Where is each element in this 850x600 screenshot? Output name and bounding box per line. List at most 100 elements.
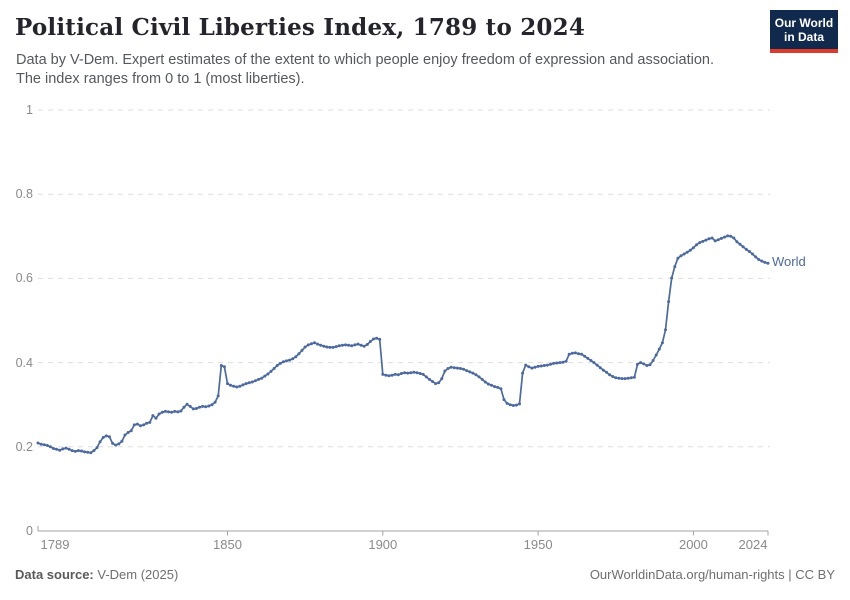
data-point-marker xyxy=(238,384,242,388)
data-point-marker xyxy=(89,451,93,455)
data-point-marker xyxy=(160,410,164,414)
data-point-marker xyxy=(446,367,450,370)
data-point-marker xyxy=(257,377,261,381)
data-point-marker xyxy=(558,361,562,365)
data-point-marker xyxy=(716,238,720,242)
data-point-marker xyxy=(281,360,285,364)
data-point-marker xyxy=(253,379,257,383)
x-axis-tick-label: 2000 xyxy=(678,537,708,552)
data-point-marker xyxy=(313,341,316,345)
data-point-marker xyxy=(163,409,167,413)
data-point-marker xyxy=(573,351,577,355)
data-point-marker xyxy=(309,342,313,346)
data-point-marker xyxy=(418,372,422,375)
data-point-marker xyxy=(123,433,127,437)
data-point-marker xyxy=(350,344,354,348)
data-point-marker xyxy=(319,343,323,347)
data-point-marker xyxy=(198,405,201,409)
data-point-marker xyxy=(117,442,121,446)
data-point-marker xyxy=(601,368,605,372)
data-point-marker xyxy=(567,352,571,356)
owid-logo-line2: in Data xyxy=(783,30,824,45)
world-line[interactable] xyxy=(37,235,769,454)
data-point-marker xyxy=(95,446,99,450)
data-point-marker xyxy=(70,449,74,453)
data-point-marker xyxy=(502,398,506,402)
data-point-marker xyxy=(424,375,428,379)
data-point-marker xyxy=(322,344,326,348)
data-point-marker xyxy=(605,370,608,374)
data-point-marker xyxy=(365,343,369,346)
data-point-marker xyxy=(648,363,652,367)
owid-logo-line1: Our World xyxy=(774,16,834,30)
data-point-marker xyxy=(480,377,484,381)
data-point-marker xyxy=(306,343,310,347)
data-point-marker xyxy=(505,401,509,405)
data-point-marker xyxy=(657,347,661,351)
data-point-marker xyxy=(614,376,618,380)
data-point-marker xyxy=(173,409,177,413)
data-point-marker xyxy=(154,416,158,420)
footer-separator: | xyxy=(784,567,796,582)
data-point-marker xyxy=(52,447,55,450)
data-point-marker xyxy=(595,363,599,367)
data-point-marker xyxy=(263,374,267,378)
data-point-marker xyxy=(421,372,425,376)
data-point-marker xyxy=(316,342,320,346)
data-point-marker xyxy=(713,239,717,243)
data-point-marker xyxy=(415,371,419,375)
data-point-marker xyxy=(645,364,649,367)
data-point-marker xyxy=(583,354,587,358)
owid-logo[interactable]: Our World in Data xyxy=(770,10,838,54)
data-point-marker xyxy=(45,444,49,447)
y-axis-tick-label: 1 xyxy=(26,103,33,117)
data-point-marker xyxy=(126,431,130,434)
data-point-marker xyxy=(527,365,531,369)
data-point-marker xyxy=(294,355,298,359)
data-point-marker xyxy=(219,364,223,367)
data-point-marker xyxy=(139,424,142,428)
data-point-marker xyxy=(698,241,702,245)
data-point-marker xyxy=(132,423,136,427)
data-point-marker xyxy=(465,369,469,373)
data-source: Data source: V-Dem (2025) xyxy=(15,567,178,582)
data-point-marker xyxy=(107,435,111,439)
data-point-marker xyxy=(726,234,730,238)
x-axis-tick-label: 1850 xyxy=(213,537,242,552)
data-point-marker xyxy=(608,373,612,377)
data-point-marker xyxy=(660,341,664,345)
data-point-marker xyxy=(347,343,351,347)
data-point-marker xyxy=(42,443,46,447)
data-point-marker xyxy=(496,385,500,389)
data-point-marker xyxy=(483,380,487,384)
data-point-marker xyxy=(611,375,615,378)
data-point-marker xyxy=(61,447,65,451)
data-point-marker xyxy=(455,366,459,370)
data-point-marker xyxy=(486,382,490,386)
data-point-marker xyxy=(707,237,711,241)
data-point-marker xyxy=(452,366,456,370)
footer-url-link[interactable]: OurWorldinData.org/human-rights xyxy=(589,567,785,582)
data-point-marker xyxy=(80,449,83,453)
data-point-marker xyxy=(403,371,407,375)
data-point-marker xyxy=(213,400,217,404)
y-axis-tick-label: 0.4 xyxy=(15,355,33,370)
data-source-label: Data source: xyxy=(15,567,94,582)
data-point-marker xyxy=(676,256,680,260)
data-point-marker xyxy=(539,364,543,368)
data-point-marker xyxy=(623,377,627,381)
data-point-marker xyxy=(247,381,251,385)
data-point-marker xyxy=(741,245,745,249)
data-point-marker xyxy=(443,369,447,373)
data-point-marker xyxy=(359,343,363,347)
page-title: Political Civil Liberties Index, 1789 to… xyxy=(15,14,586,41)
data-point-marker xyxy=(440,377,444,381)
footer-license-link[interactable]: CC BY xyxy=(795,567,835,582)
data-point-marker xyxy=(763,260,767,264)
data-source-value: V-Dem (2025) xyxy=(93,567,179,582)
data-point-marker xyxy=(620,377,624,381)
data-point-marker xyxy=(499,387,503,391)
data-point-marker xyxy=(685,250,689,254)
data-point-marker xyxy=(536,364,540,368)
